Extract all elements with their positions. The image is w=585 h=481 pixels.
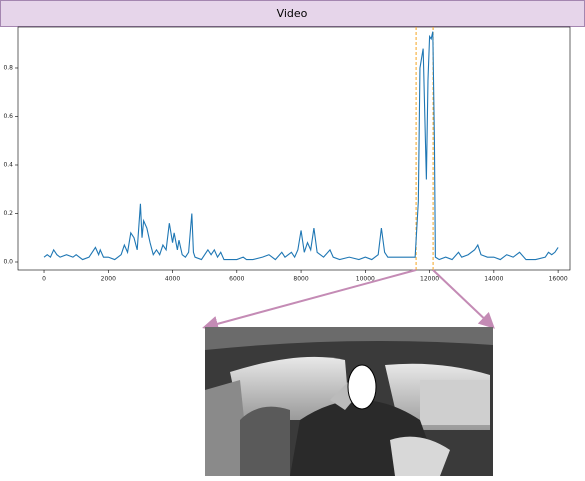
x-tick-label: 8000 — [293, 276, 308, 283]
x-tick-label: 6000 — [229, 276, 244, 283]
x-tick-label: 4000 — [165, 276, 180, 283]
y-tick-label: 0.6 — [3, 113, 13, 120]
y-tick-label: 0.4 — [3, 161, 13, 168]
y-tick-label: 0.2 — [3, 210, 13, 217]
x-tick-label: 12000 — [420, 276, 439, 283]
x-tick-label: 0 — [42, 276, 46, 283]
x-tick-label: 16000 — [549, 276, 568, 283]
data-line — [44, 32, 558, 260]
x-tick-label: 2000 — [101, 276, 116, 283]
y-tick-label: 0.8 — [3, 64, 13, 71]
x-tick-label: 14000 — [484, 276, 503, 283]
y-tick-label: 0.0 — [3, 258, 13, 265]
axes-frame — [18, 27, 570, 270]
chart-title: Video — [277, 7, 308, 20]
video-frame — [205, 327, 493, 476]
zoom-arrow — [433, 270, 492, 326]
figure: Video 0.00.20.40.60.80200040006000800010… — [0, 0, 585, 477]
